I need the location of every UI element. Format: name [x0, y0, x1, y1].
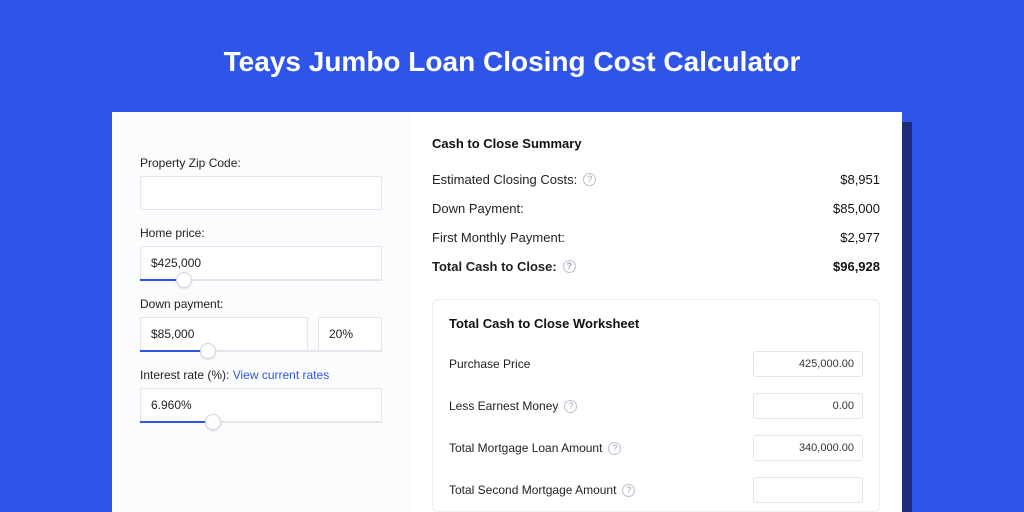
summary-row-value: $85,000 — [833, 201, 880, 216]
down-payment-label: Down payment: — [140, 297, 382, 311]
worksheet-row-label-text: Total Mortgage Loan Amount — [449, 441, 602, 455]
home-price-slider[interactable] — [140, 279, 382, 281]
worksheet-row: Total Second Mortgage Amount? — [449, 469, 863, 511]
summary-row-label-text: Down Payment: — [432, 201, 524, 216]
page-title: Teays Jumbo Loan Closing Cost Calculator — [0, 0, 1024, 106]
summary-row-value: $8,951 — [840, 172, 880, 187]
worksheet-title: Total Cash to Close Worksheet — [449, 316, 863, 331]
worksheet-row-label: Purchase Price — [449, 357, 530, 371]
interest-rate-label: Interest rate (%): View current rates — [140, 368, 382, 382]
worksheet-row-input[interactable] — [753, 393, 863, 419]
summary-row: Total Cash to Close:? $96,928 — [432, 252, 880, 281]
inputs-panel: Property Zip Code: Home price: Down paym… — [112, 112, 410, 512]
slider-thumb[interactable] — [176, 272, 192, 288]
view-rates-link[interactable]: View current rates — [233, 368, 330, 382]
worksheet-row: Less Earnest Money? — [449, 385, 863, 427]
calculator-card: Property Zip Code: Home price: Down paym… — [112, 112, 902, 512]
summary-row-value: $96,928 — [833, 259, 880, 274]
summary-rows: Estimated Closing Costs:? $8,951 Down Paym… — [432, 165, 880, 281]
slider-thumb[interactable] — [200, 343, 216, 359]
slider-fill — [140, 350, 208, 352]
help-icon[interactable]: ? — [564, 400, 577, 413]
summary-row-label-text: First Monthly Payment: — [432, 230, 565, 245]
down-payment-pct-input[interactable] — [318, 317, 382, 351]
summary-row-value: $2,977 — [840, 230, 880, 245]
worksheet-block: Total Cash to Close Worksheet Purchase P… — [432, 299, 880, 512]
zip-input[interactable] — [140, 176, 382, 210]
help-icon[interactable]: ? — [608, 442, 621, 455]
summary-block: Cash to Close Summary Estimated Closing … — [432, 136, 880, 281]
home-price-group: Home price: — [140, 226, 382, 281]
zip-label: Property Zip Code: — [140, 156, 382, 170]
worksheet-row-label-text: Less Earnest Money — [449, 399, 558, 413]
worksheet-rows: Purchase PriceLess Earnest Money?Total M… — [449, 343, 863, 511]
interest-rate-group: Interest rate (%): View current rates — [140, 368, 382, 423]
home-price-label: Home price: — [140, 226, 382, 240]
help-icon[interactable]: ? — [583, 173, 596, 186]
results-panel: Cash to Close Summary Estimated Closing … — [410, 112, 902, 512]
summary-title: Cash to Close Summary — [432, 136, 880, 151]
worksheet-row-input[interactable] — [753, 435, 863, 461]
worksheet-row-label: Total Mortgage Loan Amount? — [449, 441, 621, 455]
interest-rate-input[interactable] — [140, 388, 382, 422]
worksheet-row-label-text: Purchase Price — [449, 357, 530, 371]
slider-thumb[interactable] — [205, 414, 221, 430]
summary-row: First Monthly Payment: $2,977 — [432, 223, 880, 252]
summary-row-label: Total Cash to Close:? — [432, 259, 576, 274]
worksheet-row: Purchase Price — [449, 343, 863, 385]
down-payment-group: Down payment: — [140, 297, 382, 352]
summary-row: Estimated Closing Costs:? $8,951 — [432, 165, 880, 194]
help-icon[interactable]: ? — [622, 484, 635, 497]
summary-row-label-text: Estimated Closing Costs: — [432, 172, 577, 187]
summary-row-label-text: Total Cash to Close: — [432, 259, 557, 274]
worksheet-row-label: Total Second Mortgage Amount? — [449, 483, 635, 497]
summary-row: Down Payment: $85,000 — [432, 194, 880, 223]
summary-row-label: Down Payment: — [432, 201, 524, 216]
worksheet-row: Total Mortgage Loan Amount? — [449, 427, 863, 469]
summary-row-label: First Monthly Payment: — [432, 230, 565, 245]
interest-rate-slider[interactable] — [140, 421, 382, 423]
help-icon[interactable]: ? — [563, 260, 576, 273]
down-payment-slider[interactable] — [140, 350, 382, 352]
zip-group: Property Zip Code: — [140, 156, 382, 210]
worksheet-row-input[interactable] — [753, 477, 863, 503]
summary-row-label: Estimated Closing Costs:? — [432, 172, 596, 187]
interest-rate-label-text: Interest rate (%): — [140, 368, 233, 382]
worksheet-row-input[interactable] — [753, 351, 863, 377]
down-payment-input[interactable] — [140, 317, 308, 351]
worksheet-row-label: Less Earnest Money? — [449, 399, 577, 413]
worksheet-row-label-text: Total Second Mortgage Amount — [449, 483, 616, 497]
slider-fill — [140, 421, 213, 423]
